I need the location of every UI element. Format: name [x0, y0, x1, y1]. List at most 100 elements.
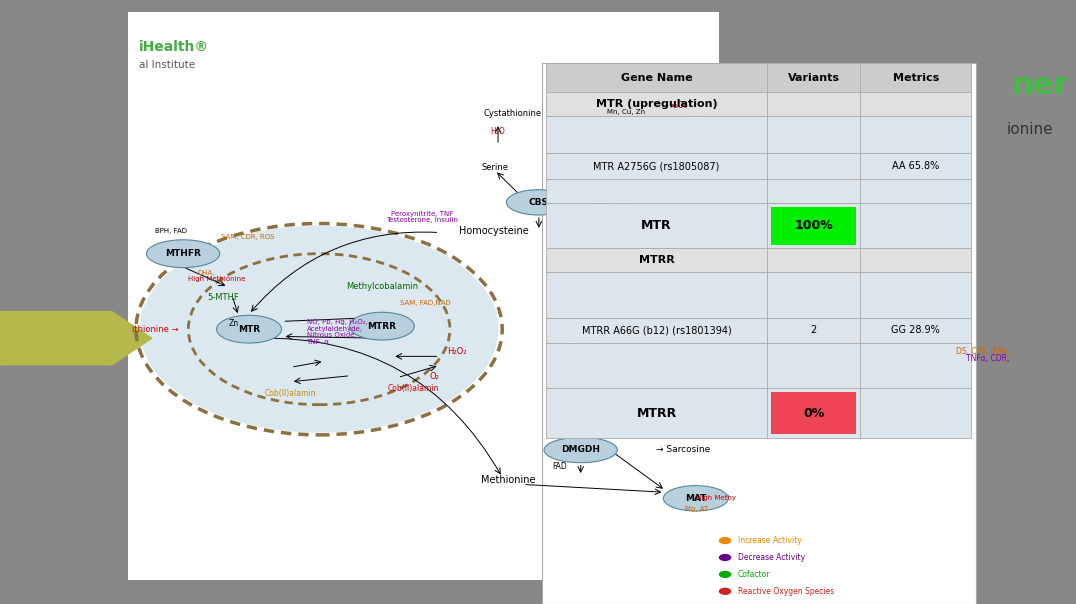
Text: Reactive Oxygen Species: Reactive Oxygen Species — [738, 587, 834, 596]
Bar — [547, 343, 971, 388]
Text: DMG: DMG — [614, 405, 636, 414]
Text: B6: B6 — [547, 208, 556, 217]
Text: TNF- α: TNF- α — [307, 339, 329, 345]
Text: 100%: 100% — [794, 219, 833, 232]
Text: Mg, AT: Mg, AT — [685, 506, 709, 512]
Text: Betaine: Betaine — [625, 353, 661, 362]
Circle shape — [719, 571, 732, 578]
Text: High Methionine: High Methionine — [188, 276, 245, 282]
Text: SAM, FAD,NAD: SAM, FAD,NAD — [399, 300, 450, 306]
Text: NO, Pb, Hg, H₂O₂,: NO, Pb, Hg, H₂O₂, — [307, 319, 367, 325]
Text: → Sarcosine: → Sarcosine — [656, 446, 710, 454]
Text: Cob(II)alamin: Cob(II)alamin — [387, 384, 439, 393]
Text: al Institute: al Institute — [139, 60, 195, 69]
Text: iHealth®: iHealth® — [139, 40, 209, 54]
Text: MTRR: MTRR — [639, 255, 675, 265]
Text: ner: ner — [1011, 71, 1068, 100]
Bar — [547, 388, 971, 438]
Bar — [547, 203, 971, 248]
Text: GG 28.9%: GG 28.9% — [891, 326, 940, 335]
Text: Cysteine: Cysteine — [555, 164, 592, 172]
Text: Cortisol, High: Cortisol, High — [561, 335, 607, 341]
Text: H₂O₂: H₂O₂ — [448, 347, 467, 356]
Text: DMG: DMG — [625, 353, 643, 362]
Text: DMGDH: DMGDH — [562, 446, 600, 454]
Text: Cortisol, TNFα,: Cortisol, TNFα, — [584, 202, 635, 208]
Text: Serine: Serine — [481, 164, 508, 172]
Ellipse shape — [507, 190, 571, 215]
Text: O₂: O₂ — [429, 372, 439, 381]
Bar — [771, 207, 856, 245]
Text: MTRR: MTRR — [637, 406, 677, 420]
Bar — [542, 63, 976, 604]
Text: Increase Activity: Increase Activity — [738, 536, 802, 545]
Text: H₂O₂: H₂O₂ — [669, 101, 686, 109]
Text: MTR: MTR — [238, 325, 260, 333]
Text: H₂S: H₂S — [566, 127, 579, 136]
Text: MAT: MAT — [685, 494, 707, 503]
Bar — [547, 153, 971, 179]
Text: MTRR: MTRR — [367, 322, 396, 330]
Text: SOD: SOD — [685, 111, 707, 119]
Text: MTR: MTR — [641, 219, 671, 232]
Bar — [128, 12, 719, 580]
Ellipse shape — [663, 486, 728, 511]
Text: CBS: CBS — [528, 198, 549, 207]
Circle shape — [719, 537, 732, 544]
Text: FAD: FAD — [552, 462, 567, 471]
Bar — [547, 248, 971, 272]
Bar — [547, 272, 971, 318]
Text: Methylcobalamin: Methylcobalamin — [345, 283, 417, 291]
Circle shape — [140, 226, 498, 432]
Text: High Methy: High Methy — [696, 495, 736, 501]
Bar — [771, 392, 856, 434]
Bar — [547, 92, 971, 116]
Text: MTHFR: MTHFR — [165, 249, 201, 258]
Text: Zn: Zn — [228, 319, 239, 327]
Text: MTR A2756G (rs1805087): MTR A2756G (rs1805087) — [593, 161, 720, 171]
Text: 5-MTHF: 5-MTHF — [207, 293, 239, 301]
Ellipse shape — [216, 315, 282, 343]
Text: ithionine →: ithionine → — [131, 325, 179, 333]
Text: H₂O₂: H₂O₂ — [654, 89, 675, 98]
Text: DHA,: DHA, — [197, 270, 215, 276]
Text: SAM, CDR, ROS: SAM, CDR, ROS — [222, 234, 274, 240]
Text: BHMT: BHMT — [566, 373, 595, 382]
Text: DS, CPS, IFNγ,: DS, CPS, IFNγ, — [955, 347, 1009, 356]
Circle shape — [719, 588, 732, 595]
Text: H₂O: H₂O — [491, 127, 506, 136]
Text: Methionine: Methionine — [481, 475, 536, 485]
Bar — [547, 318, 971, 343]
Ellipse shape — [667, 104, 724, 126]
Text: TNFα, CDR,: TNFα, CDR, — [966, 355, 1009, 363]
Text: Mn, Cu, Zn: Mn, Cu, Zn — [608, 109, 646, 115]
Text: AA 65.8%: AA 65.8% — [892, 161, 939, 171]
Text: 0%: 0% — [803, 406, 824, 420]
Text: 2: 2 — [810, 326, 817, 335]
Text: Cob(II)alamin: Cob(II)alamin — [265, 390, 316, 398]
Bar — [547, 63, 971, 92]
Text: Gene Name: Gene Name — [621, 72, 693, 83]
Text: MTR (upregulation): MTR (upregulation) — [596, 99, 718, 109]
Text: Cofactor: Cofactor — [738, 570, 770, 579]
Text: Variants: Variants — [788, 72, 839, 83]
Ellipse shape — [667, 104, 724, 126]
Bar — [547, 116, 971, 153]
FancyArrow shape — [0, 312, 152, 365]
Text: Cystathionine: Cystathionine — [483, 109, 541, 118]
Text: Decrease Activity: Decrease Activity — [738, 553, 805, 562]
Text: Testosterone, Insulin: Testosterone, Insulin — [385, 217, 457, 223]
Text: ionine: ionine — [1006, 122, 1053, 137]
Text: Methione: Methione — [567, 341, 600, 347]
Text: Metrics: Metrics — [893, 72, 939, 83]
Ellipse shape — [549, 365, 613, 390]
Text: BPH, FAD: BPH, FAD — [155, 228, 186, 234]
Bar — [547, 179, 971, 203]
Ellipse shape — [350, 312, 414, 340]
Ellipse shape — [146, 240, 220, 268]
Text: Mn, Cu, Zn: Mn, Cu, Zn — [606, 106, 647, 114]
Text: Homocysteine: Homocysteine — [459, 226, 528, 236]
Text: SAM, Zn, H₂O₂,: SAM, Zn, H₂O₂, — [584, 195, 636, 201]
Ellipse shape — [544, 437, 618, 463]
Text: SOD: SOD — [685, 111, 706, 119]
